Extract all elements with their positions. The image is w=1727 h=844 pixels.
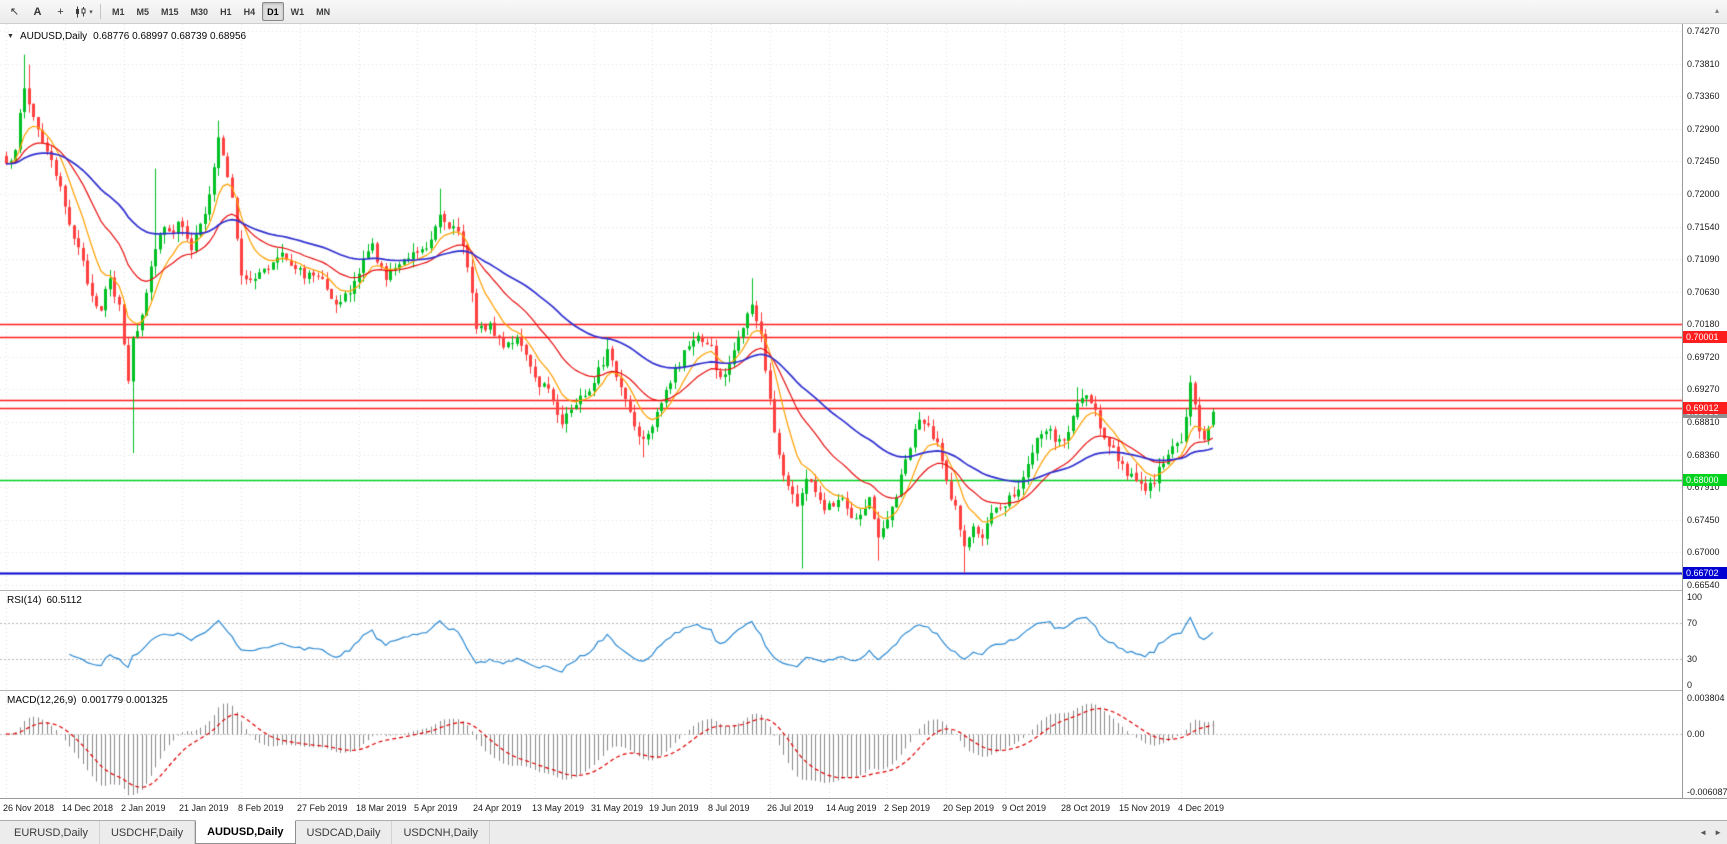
timeframe-M15-button[interactable]: M15 bbox=[161, 6, 179, 17]
price-tick-label: 0.73810 bbox=[1687, 59, 1720, 69]
rsi-tick-label: 100 bbox=[1687, 592, 1703, 602]
chart-tabs-bar: EURUSD,Daily USDCHF,Daily AUDUSD,Daily USDC… bbox=[0, 820, 1727, 844]
date-label: 8 Jul 2019 bbox=[708, 803, 750, 813]
price-tick-label: 0.68360 bbox=[1687, 449, 1720, 460]
date-label: 20 Sep 2019 bbox=[943, 803, 995, 813]
tab-USDCHF[interactable]: USDCHF,Daily bbox=[100, 821, 196, 844]
tab-scroll-arrows: ◄ ► bbox=[1699, 821, 1722, 844]
price-tick-label: 0.70630 bbox=[1687, 286, 1720, 297]
date-label: 31 May 2019 bbox=[591, 803, 644, 813]
rsi-tick-label: 30 bbox=[1687, 654, 1698, 665]
price-axis[interactable]: 0.74270 0.73810 0.73360 0.72900 0.72450 0.720… bbox=[1682, 24, 1727, 798]
cursor-button[interactable]: ↖ bbox=[4, 2, 25, 21]
tabs-scroll-left-icon[interactable]: ◄ bbox=[1699, 828, 1708, 837]
tab-USDCAD[interactable]: USDCAD,Daily bbox=[296, 821, 393, 844]
price-tick-label: 0.74270 bbox=[1687, 26, 1720, 36]
tab-USDCNH[interactable]: USDCNH,Daily bbox=[392, 821, 491, 844]
rsi-tick-label: 70 bbox=[1687, 617, 1698, 628]
price-tick-label: 0.71540 bbox=[1687, 221, 1720, 232]
timeframe-MN-button[interactable]: MN bbox=[316, 6, 331, 17]
top-toolbar: ↖ A + ▾ M1 M5 M15 M30 H1 H4 D1 W1 MN bbox=[0, 0, 1727, 24]
panel-divider-macd[interactable] bbox=[0, 690, 1727, 692]
text-button[interactable]: A bbox=[27, 2, 48, 21]
price-tick-label: 0.73360 bbox=[1687, 91, 1720, 102]
price-tick-label: 0.69720 bbox=[1687, 352, 1720, 363]
timeframe-H4-button[interactable]: H4 bbox=[243, 6, 256, 17]
price-tick-label: 0.71090 bbox=[1687, 253, 1720, 264]
date-label: 24 Apr 2019 bbox=[473, 803, 522, 813]
date-label: 4 Dec 2019 bbox=[1178, 803, 1225, 813]
date-label: 14 Aug 2019 bbox=[826, 803, 877, 813]
text-label: A bbox=[33, 5, 42, 18]
timeframe-M1-button[interactable]: M1 bbox=[112, 6, 125, 17]
date-label: 13 May 2019 bbox=[532, 803, 585, 813]
date-label: 21 Jan 2019 bbox=[179, 803, 229, 813]
price-tick-label: 0.67450 bbox=[1687, 514, 1720, 525]
timeframe-W1-button[interactable]: W1 bbox=[290, 6, 305, 17]
rsi-tick-label: 0 bbox=[1687, 680, 1693, 690]
crosshair-icon: + bbox=[57, 5, 64, 18]
date-label: 14 Dec 2018 bbox=[62, 803, 114, 813]
dropdown-caret-icon: ▾ bbox=[89, 8, 93, 16]
date-label: 5 Apr 2019 bbox=[414, 803, 458, 813]
macd-panel-canvas[interactable] bbox=[0, 692, 1682, 797]
date-label: 2 Jan 2019 bbox=[121, 803, 166, 813]
price-tick-label: 0.69270 bbox=[1687, 384, 1720, 395]
date-label: 2 Sep 2019 bbox=[884, 803, 931, 813]
timeframe-H1-button[interactable]: H1 bbox=[220, 6, 232, 17]
tabs-scroll-right-icon[interactable]: ► bbox=[1714, 828, 1722, 837]
rsi-panel-canvas[interactable] bbox=[0, 592, 1682, 690]
price-level-badge: 0.66702 bbox=[1683, 567, 1727, 580]
date-label: 26 Jul 2019 bbox=[767, 803, 814, 813]
pointer-icon: ↖ bbox=[9, 6, 20, 18]
toolbar-separator bbox=[100, 4, 101, 19]
tab-AUDUSD[interactable]: AUDUSD,Daily bbox=[195, 820, 296, 844]
price-tick-label: 0.66540 bbox=[1687, 580, 1720, 590]
price-tick-label: 0.70180 bbox=[1687, 319, 1720, 330]
timeframe-D1-button[interactable]: D1 bbox=[262, 2, 284, 21]
price-tick-label: 0.72000 bbox=[1687, 188, 1720, 199]
price-tick-label: 0.67910 bbox=[1687, 481, 1720, 492]
price-tick-label: 0.68810 bbox=[1687, 417, 1720, 428]
macd-tick-label: 0.003804 bbox=[1687, 692, 1725, 703]
date-label: 8 Feb 2019 bbox=[238, 803, 284, 813]
price-level-badge: 0.69012 bbox=[1683, 401, 1727, 414]
date-label: 15 Nov 2019 bbox=[1119, 803, 1171, 813]
date-label: 26 Nov 2018 bbox=[3, 803, 55, 813]
chart-type-button[interactable]: ▾ bbox=[73, 2, 94, 21]
date-label: 9 Oct 2019 bbox=[1002, 803, 1047, 813]
price-tick-label: 0.72450 bbox=[1687, 156, 1720, 167]
price-level-badge: 0.70001 bbox=[1683, 331, 1727, 343]
candlestick-chart-icon bbox=[74, 6, 87, 18]
macd-tick-label: -0.006087 bbox=[1687, 786, 1727, 797]
date-label: 19 Jun 2019 bbox=[649, 803, 699, 813]
panel-divider-rsi[interactable] bbox=[0, 590, 1727, 592]
tab-EURUSD[interactable]: EURUSD,Daily bbox=[3, 821, 100, 844]
timeframe-M5-button[interactable]: M5 bbox=[136, 6, 150, 17]
crosshair-button[interactable]: + bbox=[50, 2, 71, 21]
time-axis[interactable]: 26 Nov 2018 14 Dec 2018 2 Jan 2019 21 Jan 2… bbox=[0, 798, 1727, 820]
main-chart-canvas[interactable] bbox=[0, 24, 1682, 590]
price-level-badge: 0.68000 bbox=[1683, 474, 1727, 487]
date-label: 27 Feb 2019 bbox=[297, 803, 348, 813]
macd-tick-label: 0.00 bbox=[1687, 729, 1705, 739]
price-tick-label: 0.67000 bbox=[1687, 547, 1720, 557]
date-label: 28 Oct 2019 bbox=[1061, 803, 1111, 813]
timeframe-M30-button[interactable]: M30 bbox=[190, 6, 209, 17]
scroll-up-icon[interactable]: ▴ bbox=[1714, 6, 1719, 15]
price-tick-label: 0.72900 bbox=[1687, 124, 1720, 135]
date-label: 18 Mar 2019 bbox=[356, 803, 407, 813]
